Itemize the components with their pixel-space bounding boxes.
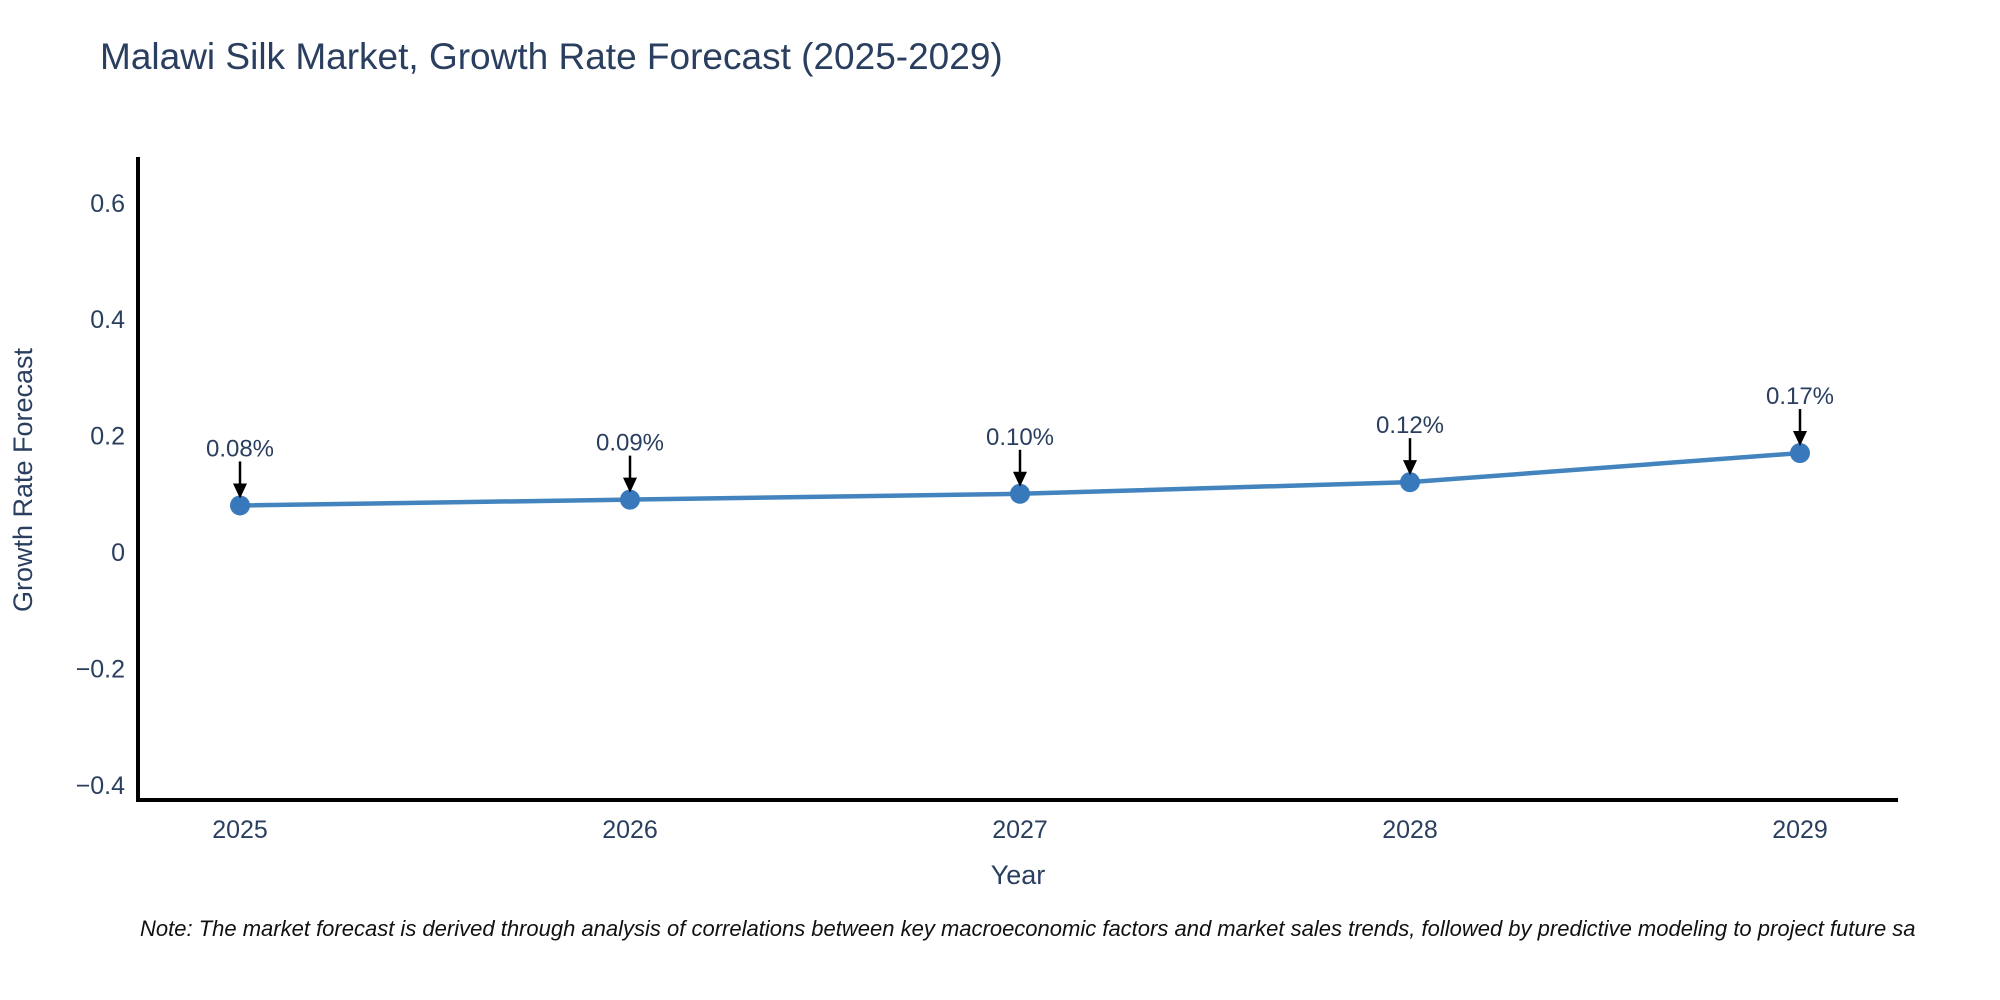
data-point-marker xyxy=(620,489,640,510)
x-tick-label: 2029 xyxy=(1772,816,1828,844)
x-axis-title: Year xyxy=(991,860,1046,890)
x-tick-label: 2026 xyxy=(602,816,658,844)
x-tick-label: 2027 xyxy=(992,816,1048,844)
data-point-marker xyxy=(230,495,250,516)
chart-title: Malawi Silk Market, Growth Rate Forecast… xyxy=(100,36,1003,77)
annotation-arrow-head xyxy=(1013,471,1027,487)
y-tick-label: −0.4 xyxy=(76,772,125,800)
annotation-arrow-head xyxy=(623,477,637,493)
point-value-label: 0.17% xyxy=(1766,383,1834,410)
point-value-label: 0.08% xyxy=(206,435,274,462)
y-tick-label: 0 xyxy=(111,539,125,567)
data-point-marker xyxy=(1790,443,1810,464)
point-value-label: 0.12% xyxy=(1376,412,1444,439)
footnote: Note: The market forecast is derived thr… xyxy=(140,916,1916,941)
annotation-arrow-head xyxy=(1793,431,1807,447)
x-tick-label: 2025 xyxy=(212,816,268,844)
x-tick-label: 2028 xyxy=(1382,816,1438,844)
y-tick-label: 0.6 xyxy=(90,190,125,218)
y-tick-label: 0.2 xyxy=(90,423,125,451)
point-value-label: 0.10% xyxy=(986,424,1054,451)
y-tick-label: 0.4 xyxy=(90,306,125,334)
annotation-arrow-head xyxy=(1403,460,1417,476)
y-tick-label: −0.2 xyxy=(76,655,125,683)
point-value-label: 0.09% xyxy=(596,430,664,457)
y-axis-title: Growth Rate Forecast xyxy=(8,347,38,612)
data-point-marker xyxy=(1010,483,1030,504)
annotation-arrow-head xyxy=(233,483,247,499)
data-point-marker xyxy=(1400,472,1420,493)
